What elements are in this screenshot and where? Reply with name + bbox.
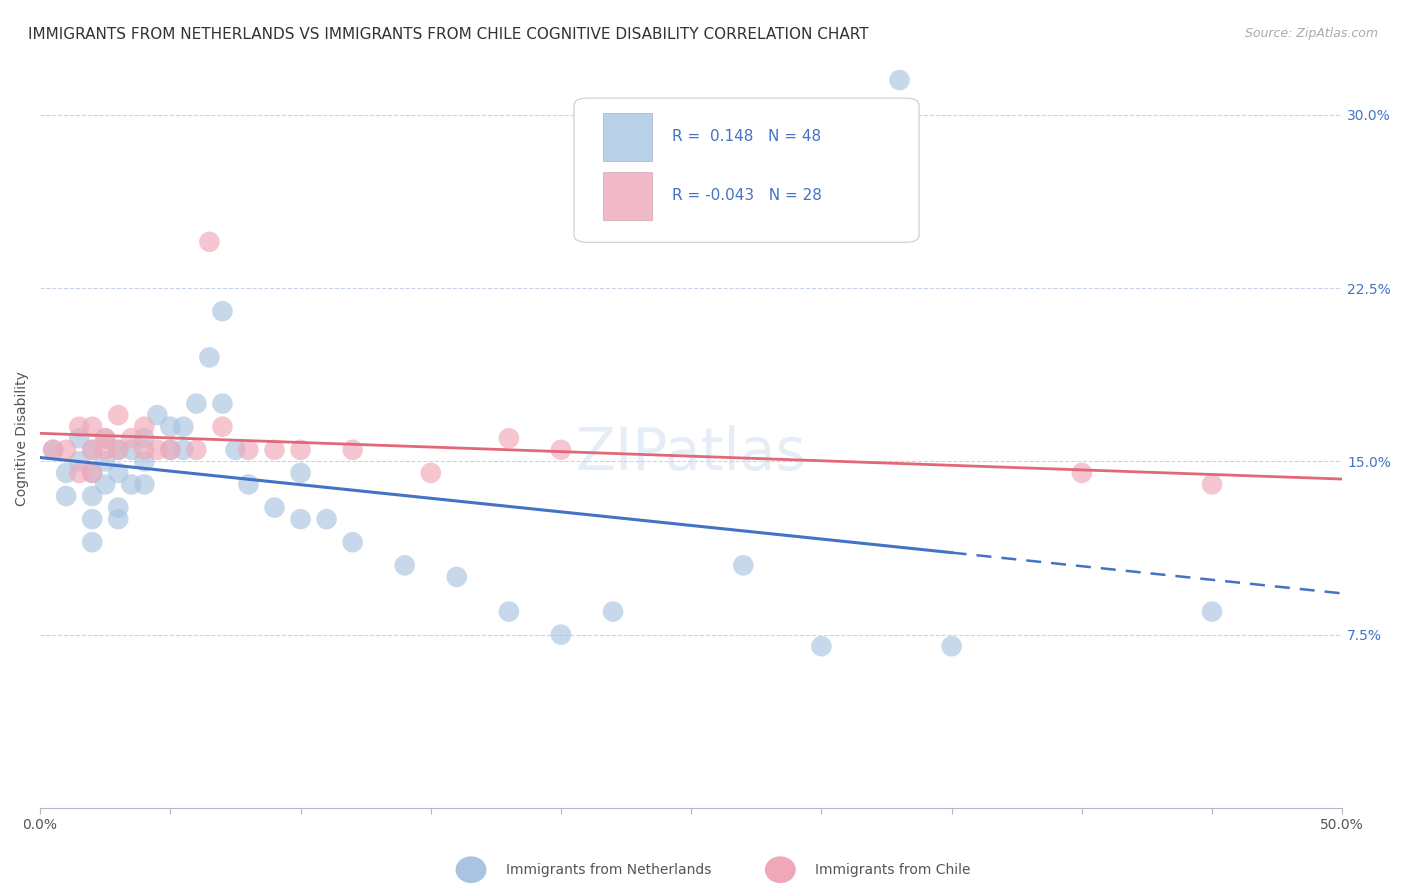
Point bbox=[94, 431, 117, 445]
Point bbox=[211, 304, 233, 318]
Text: ZIPatlas: ZIPatlas bbox=[575, 425, 807, 482]
Point bbox=[198, 235, 221, 249]
Point bbox=[1201, 477, 1223, 491]
Point bbox=[342, 535, 364, 549]
Point bbox=[82, 442, 104, 457]
Point bbox=[159, 419, 181, 434]
Point bbox=[263, 442, 285, 457]
Point bbox=[107, 442, 129, 457]
FancyBboxPatch shape bbox=[574, 98, 920, 243]
Point bbox=[134, 419, 156, 434]
Point bbox=[134, 431, 156, 445]
Point bbox=[172, 419, 194, 434]
Point bbox=[290, 442, 312, 457]
Point bbox=[82, 466, 104, 480]
Point bbox=[315, 512, 337, 526]
Point bbox=[120, 431, 142, 445]
Text: Immigrants from Netherlands: Immigrants from Netherlands bbox=[506, 863, 711, 877]
Point bbox=[94, 442, 117, 457]
Point bbox=[290, 512, 312, 526]
Y-axis label: Cognitive Disability: Cognitive Disability bbox=[15, 371, 30, 506]
Point bbox=[55, 466, 77, 480]
Point bbox=[67, 419, 90, 434]
Point bbox=[42, 442, 65, 457]
Point bbox=[733, 558, 755, 573]
Point bbox=[134, 477, 156, 491]
Point bbox=[224, 442, 246, 457]
Point bbox=[82, 442, 104, 457]
Point bbox=[238, 477, 260, 491]
Point bbox=[67, 431, 90, 445]
Point bbox=[550, 628, 572, 642]
Point bbox=[238, 442, 260, 457]
Text: R = -0.043   N = 28: R = -0.043 N = 28 bbox=[672, 188, 821, 203]
Point bbox=[107, 442, 129, 457]
Point bbox=[55, 489, 77, 503]
Point bbox=[211, 419, 233, 434]
Point bbox=[550, 442, 572, 457]
Point bbox=[134, 442, 156, 457]
Point bbox=[1201, 605, 1223, 619]
Point bbox=[889, 73, 911, 87]
Point bbox=[94, 454, 117, 468]
Point bbox=[107, 500, 129, 515]
Point bbox=[159, 442, 181, 457]
Point bbox=[211, 396, 233, 410]
Point bbox=[94, 477, 117, 491]
FancyBboxPatch shape bbox=[603, 172, 652, 220]
Point bbox=[941, 639, 963, 653]
Point bbox=[82, 535, 104, 549]
Point bbox=[42, 442, 65, 457]
Point bbox=[186, 396, 208, 410]
Point bbox=[146, 442, 169, 457]
Point bbox=[67, 454, 90, 468]
Point bbox=[498, 605, 520, 619]
Point bbox=[94, 431, 117, 445]
Point bbox=[82, 489, 104, 503]
FancyBboxPatch shape bbox=[603, 113, 652, 161]
Text: Source: ZipAtlas.com: Source: ZipAtlas.com bbox=[1244, 27, 1378, 40]
Point bbox=[810, 639, 832, 653]
Point bbox=[107, 408, 129, 422]
Point bbox=[134, 454, 156, 468]
Text: Immigrants from Chile: Immigrants from Chile bbox=[815, 863, 972, 877]
Point bbox=[602, 605, 624, 619]
Point bbox=[159, 442, 181, 457]
Point bbox=[394, 558, 416, 573]
Point bbox=[120, 442, 142, 457]
Point bbox=[186, 442, 208, 457]
Point bbox=[419, 466, 441, 480]
Point bbox=[82, 512, 104, 526]
Text: R =  0.148   N = 48: R = 0.148 N = 48 bbox=[672, 129, 821, 144]
Point bbox=[55, 442, 77, 457]
Point bbox=[498, 431, 520, 445]
Point bbox=[290, 466, 312, 480]
Point bbox=[67, 466, 90, 480]
Point bbox=[82, 466, 104, 480]
Point bbox=[263, 500, 285, 515]
Text: IMMIGRANTS FROM NETHERLANDS VS IMMIGRANTS FROM CHILE COGNITIVE DISABILITY CORREL: IMMIGRANTS FROM NETHERLANDS VS IMMIGRANT… bbox=[28, 27, 869, 42]
Point bbox=[172, 442, 194, 457]
Point bbox=[1070, 466, 1092, 480]
Point bbox=[82, 419, 104, 434]
Point bbox=[120, 477, 142, 491]
Point bbox=[198, 351, 221, 365]
Point bbox=[146, 408, 169, 422]
Point bbox=[342, 442, 364, 457]
Point bbox=[107, 466, 129, 480]
Point bbox=[446, 570, 468, 584]
Point bbox=[107, 512, 129, 526]
